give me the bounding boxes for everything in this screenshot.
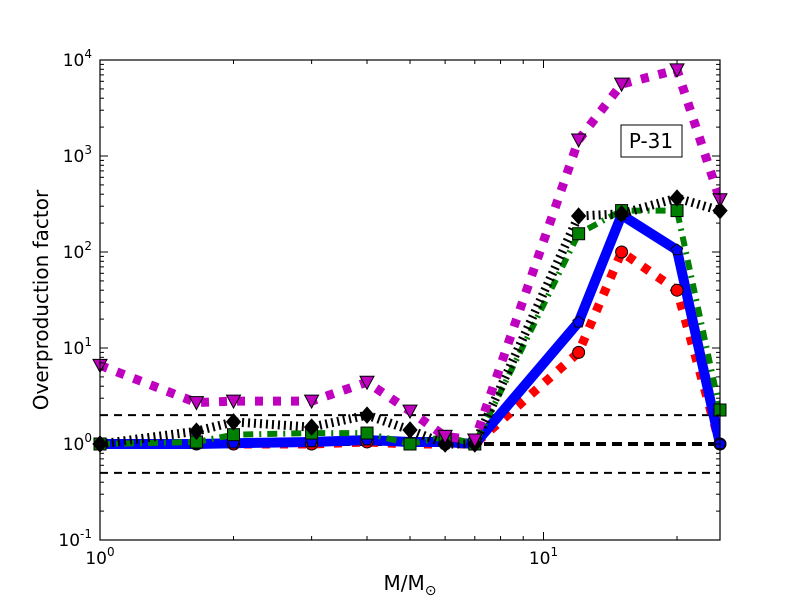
data-point-black: [303, 418, 320, 436]
data-point-magenta: [613, 77, 630, 93]
y-tick-label: 104: [63, 47, 92, 71]
data-point-magenta: [466, 433, 483, 449]
x-axis-label: M/M⊙: [384, 571, 437, 599]
y-tick-label: 103: [63, 143, 92, 167]
data-point-black: [613, 205, 630, 223]
data-point-red: [572, 345, 586, 359]
data-point-black: [188, 422, 205, 440]
annotation-box: P-31: [620, 124, 683, 158]
data-point-black: [669, 189, 685, 207]
data-point-green: [572, 227, 586, 241]
series-line-magenta: [100, 65, 720, 445]
x-tick-label: 100: [85, 545, 114, 569]
y-tick-label: 100: [63, 431, 92, 455]
data-point-green: [360, 426, 374, 440]
data-point-magenta: [188, 396, 205, 411]
markers-group: [92, 63, 728, 453]
data-point-magenta: [303, 394, 320, 410]
data-point-green: [403, 437, 417, 451]
data-point-magenta: [225, 394, 242, 410]
annotation-label: P-31: [629, 129, 673, 153]
y-tick-label: 102: [63, 239, 92, 263]
y-axis-label: Overproduction factor: [29, 189, 53, 410]
data-point-red: [615, 245, 629, 259]
data-point-magenta: [359, 375, 375, 391]
data-point-black: [359, 406, 375, 424]
data-point-black: [225, 413, 242, 431]
data-point-magenta: [570, 133, 587, 148]
data-point-magenta: [437, 429, 453, 445]
x-tick-label: 101: [529, 545, 558, 569]
data-point-blue: [572, 315, 585, 328]
y-tick-label: 10-1: [58, 527, 92, 551]
data-point-magenta: [402, 404, 418, 420]
y-tick-label: 101: [63, 335, 92, 359]
data-point-red: [670, 283, 684, 297]
data-point-black: [570, 207, 587, 225]
data-point-black: [402, 421, 418, 439]
data-point-blue: [670, 243, 684, 256]
